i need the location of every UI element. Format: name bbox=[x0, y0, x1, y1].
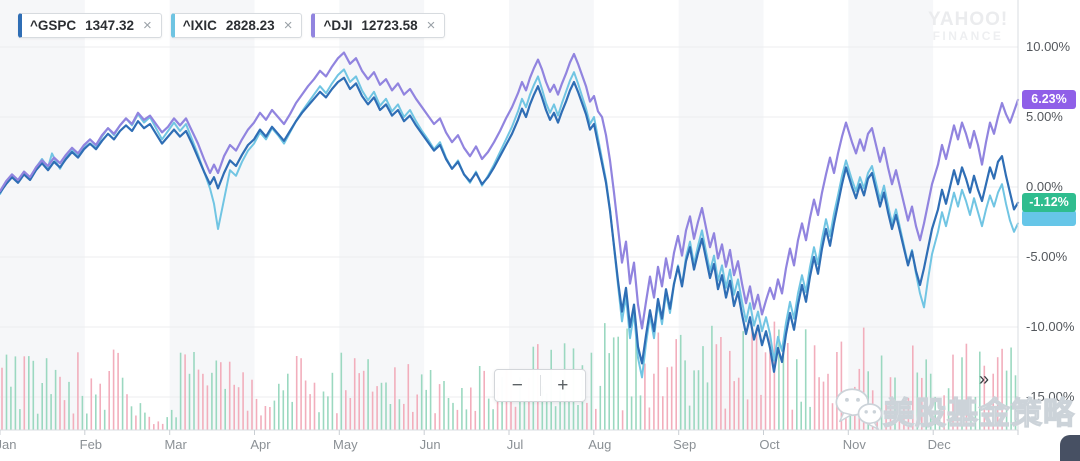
finance-logo-text: FINANCE bbox=[932, 29, 1004, 43]
month-band bbox=[0, 0, 85, 430]
x-axis-label: Mar bbox=[164, 437, 187, 452]
symbol-name: ^IXIC bbox=[182, 18, 217, 33]
x-axis-label: Apr bbox=[250, 437, 271, 452]
x-axis-label: Oct bbox=[759, 437, 780, 452]
zoom-control-divider bbox=[539, 375, 541, 396]
zoom-out-button[interactable]: − bbox=[511, 374, 523, 396]
x-axis-label: Dec bbox=[927, 437, 951, 452]
symbol-chip-gspc[interactable]: ^GSPC 1347.32 × bbox=[18, 13, 162, 38]
month-band bbox=[339, 0, 425, 430]
wechat-watermark: 美股基金策略 bbox=[833, 384, 1075, 437]
x-axis-label: Feb bbox=[79, 437, 103, 452]
symbol-price: 1347.32 bbox=[85, 18, 134, 33]
wechat-icon bbox=[833, 384, 883, 437]
x-axis-label: May bbox=[333, 437, 358, 452]
x-axis-label: Jan bbox=[0, 437, 17, 452]
y-axis-label: -10.00% bbox=[1026, 319, 1075, 334]
symbol-name: ^DJI bbox=[323, 18, 353, 33]
series-line-gspc bbox=[0, 76, 1020, 373]
corner-scroll-handle[interactable] bbox=[1060, 435, 1080, 461]
x-axis-label: Jun bbox=[419, 437, 441, 452]
symbol-name: ^GSPC bbox=[30, 18, 77, 33]
close-icon[interactable]: × bbox=[426, 17, 436, 34]
value-badge-gspc: -1.12% bbox=[1022, 193, 1076, 213]
series-line-dji bbox=[0, 51, 1020, 330]
yahoo-finance-watermark: YAHOO! FINANCE bbox=[928, 10, 1008, 43]
close-icon[interactable]: × bbox=[142, 17, 152, 34]
y-axis-label: 10.00% bbox=[1026, 39, 1071, 54]
symbol-price: 12723.58 bbox=[361, 18, 418, 33]
x-axis-label: Nov bbox=[842, 437, 866, 452]
x-axis-label: Jul bbox=[506, 437, 524, 452]
y-axis-label: -5.00% bbox=[1026, 249, 1068, 264]
y-axis-label: 0.00% bbox=[1026, 179, 1063, 194]
close-icon[interactable]: × bbox=[283, 17, 293, 34]
zoom-control: − + bbox=[494, 369, 586, 402]
value-badge-ixic bbox=[1022, 209, 1076, 226]
month-band bbox=[169, 0, 255, 430]
expand-more-button[interactable]: » bbox=[979, 369, 990, 389]
symbol-chip-dji[interactable]: ^DJI 12723.58 × bbox=[311, 13, 446, 38]
wechat-watermark-text: 美股基金策略 bbox=[882, 395, 1075, 431]
x-axis-label: Sep bbox=[673, 437, 697, 452]
yahoo-logo-text: YAHOO! bbox=[928, 9, 1009, 30]
value-badge-dji: 6.23% bbox=[1022, 90, 1076, 110]
symbol-price: 2828.23 bbox=[225, 18, 275, 33]
x-axis-label: Aug bbox=[588, 437, 612, 452]
y-axis-label: 5.00% bbox=[1026, 109, 1063, 124]
y-axis-label: -15.00% bbox=[1026, 389, 1075, 404]
symbol-chip-ixic[interactable]: ^IXIC 2828.23 × bbox=[170, 13, 303, 38]
symbol-chip-bar: ^GSPC 1347.32 × ^IXIC 2828.23 × ^DJI 127… bbox=[18, 13, 446, 38]
zoom-in-button[interactable]: + bbox=[557, 374, 569, 396]
